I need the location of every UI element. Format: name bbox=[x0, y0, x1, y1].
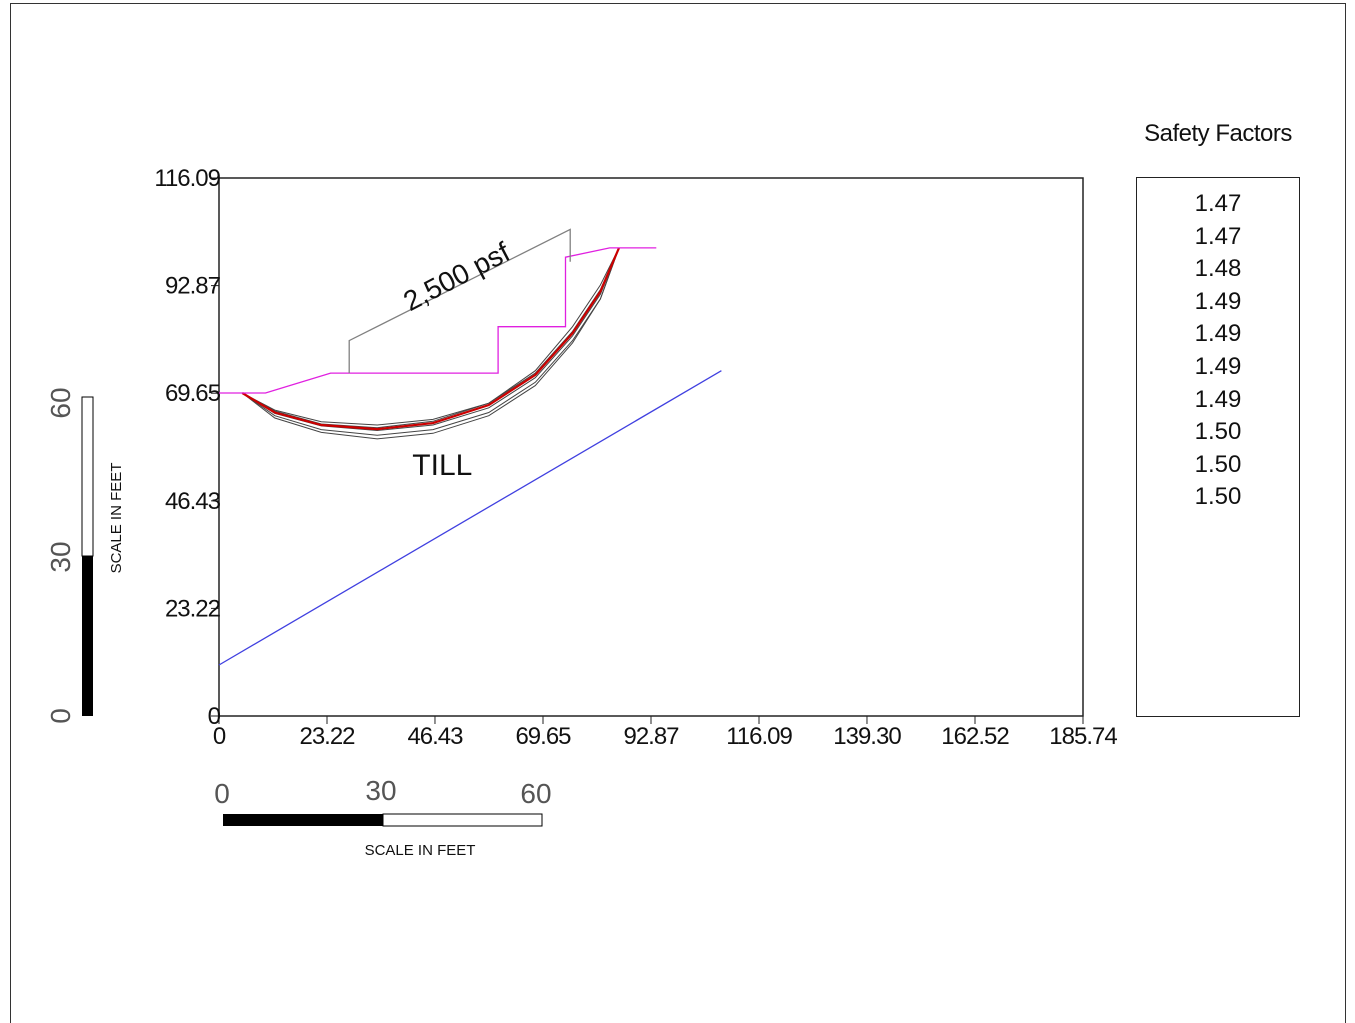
y-tick-label: 69.65 bbox=[165, 380, 221, 407]
safety-factor-value: 1.49 bbox=[1194, 320, 1242, 348]
safety-factors-panel: 1.47 1.47 1.48 1.49 1.49 1.49 1.49 1.50 1.50 1.50 bbox=[1136, 177, 1300, 717]
slip-surface bbox=[241, 247, 620, 440]
soil-label: TILL bbox=[412, 449, 472, 482]
h-scale-label-30: 30 bbox=[365, 775, 396, 806]
v-scale-label-0: 0 bbox=[45, 708, 76, 724]
x-tick-label: 92.87 bbox=[623, 723, 679, 750]
slip-surfaces bbox=[241, 247, 621, 440]
h-scale-black-segment bbox=[223, 814, 383, 826]
y-axis-ticks: 0 23.22 46.43 69.65 92.87 116.09 bbox=[154, 165, 221, 730]
x-tick-label: 46.43 bbox=[407, 723, 463, 750]
vertical-scale-bar: 0 30 60 SCALE IN FEET bbox=[45, 387, 125, 723]
safety-factor-value: 1.47 bbox=[1194, 222, 1242, 250]
h-scale-caption: SCALE IN FEET bbox=[365, 842, 476, 859]
v-scale-label-60: 60 bbox=[45, 387, 76, 418]
series-line-2 bbox=[218, 370, 722, 666]
safety-factor-value: 1.49 bbox=[1194, 352, 1242, 380]
horizontal-scale-bar: 0 30 60 SCALE IN FEET bbox=[214, 775, 551, 859]
page-frame bbox=[10, 3, 1346, 1023]
slip-surface bbox=[242, 247, 620, 429]
x-tick-label: 0 bbox=[213, 723, 226, 750]
safety-factors-list: 1.47 1.47 1.48 1.49 1.49 1.49 1.49 1.50 1.50 1.50 bbox=[1137, 178, 1299, 516]
safety-factor-value: 1.49 bbox=[1194, 385, 1242, 413]
x-tick-label: 162.52 bbox=[941, 723, 1009, 750]
h-scale-label-0: 0 bbox=[214, 778, 230, 809]
v-scale-caption: SCALE IN FEET bbox=[108, 463, 125, 574]
y-tick-label: 46.43 bbox=[165, 488, 221, 515]
y-tick-label: 23.22 bbox=[165, 595, 221, 622]
x-tick-label: 23.22 bbox=[299, 723, 355, 750]
plot-area-border bbox=[218, 177, 1084, 717]
safety-factor-value: 1.47 bbox=[1194, 190, 1242, 217]
v-scale-label-30: 30 bbox=[45, 541, 76, 572]
safety-factor-value: 1.50 bbox=[1194, 450, 1242, 478]
series-line-0 bbox=[219, 247, 657, 394]
y-tick-label: 0 bbox=[208, 703, 221, 730]
load-annotation: 2,500 psf bbox=[398, 236, 515, 317]
series-lines bbox=[218, 228, 722, 666]
safety-factor-value: 1.48 bbox=[1194, 255, 1242, 283]
x-tick-label: 116.09 bbox=[726, 723, 792, 750]
h-scale-label-60: 60 bbox=[520, 778, 551, 809]
series-line-1 bbox=[348, 228, 571, 374]
y-tick-label: 116.09 bbox=[154, 165, 220, 192]
y-tick-label: 92.87 bbox=[165, 273, 221, 300]
safety-factors-title: Safety Factors bbox=[1144, 120, 1292, 147]
critical-slip-surface bbox=[241, 247, 621, 431]
x-tick-label: 139.30 bbox=[833, 723, 901, 750]
slip-surface bbox=[242, 247, 620, 436]
safety-factor-value: 1.49 bbox=[1194, 287, 1242, 315]
v-scale-white-segment bbox=[81, 396, 94, 557]
x-tick-label: 185.74 bbox=[1049, 723, 1117, 750]
safety-factor-value: 1.50 bbox=[1194, 483, 1242, 511]
x-tick-label: 69.65 bbox=[515, 723, 571, 750]
x-axis-ticks: 0 23.22 46.43 69.65 92.87 116.09 139.30 162.52 1… bbox=[213, 716, 1118, 750]
v-scale-black-segment bbox=[82, 556, 93, 716]
safety-factor-value: 1.50 bbox=[1194, 418, 1242, 446]
h-scale-white-segment bbox=[382, 813, 543, 827]
